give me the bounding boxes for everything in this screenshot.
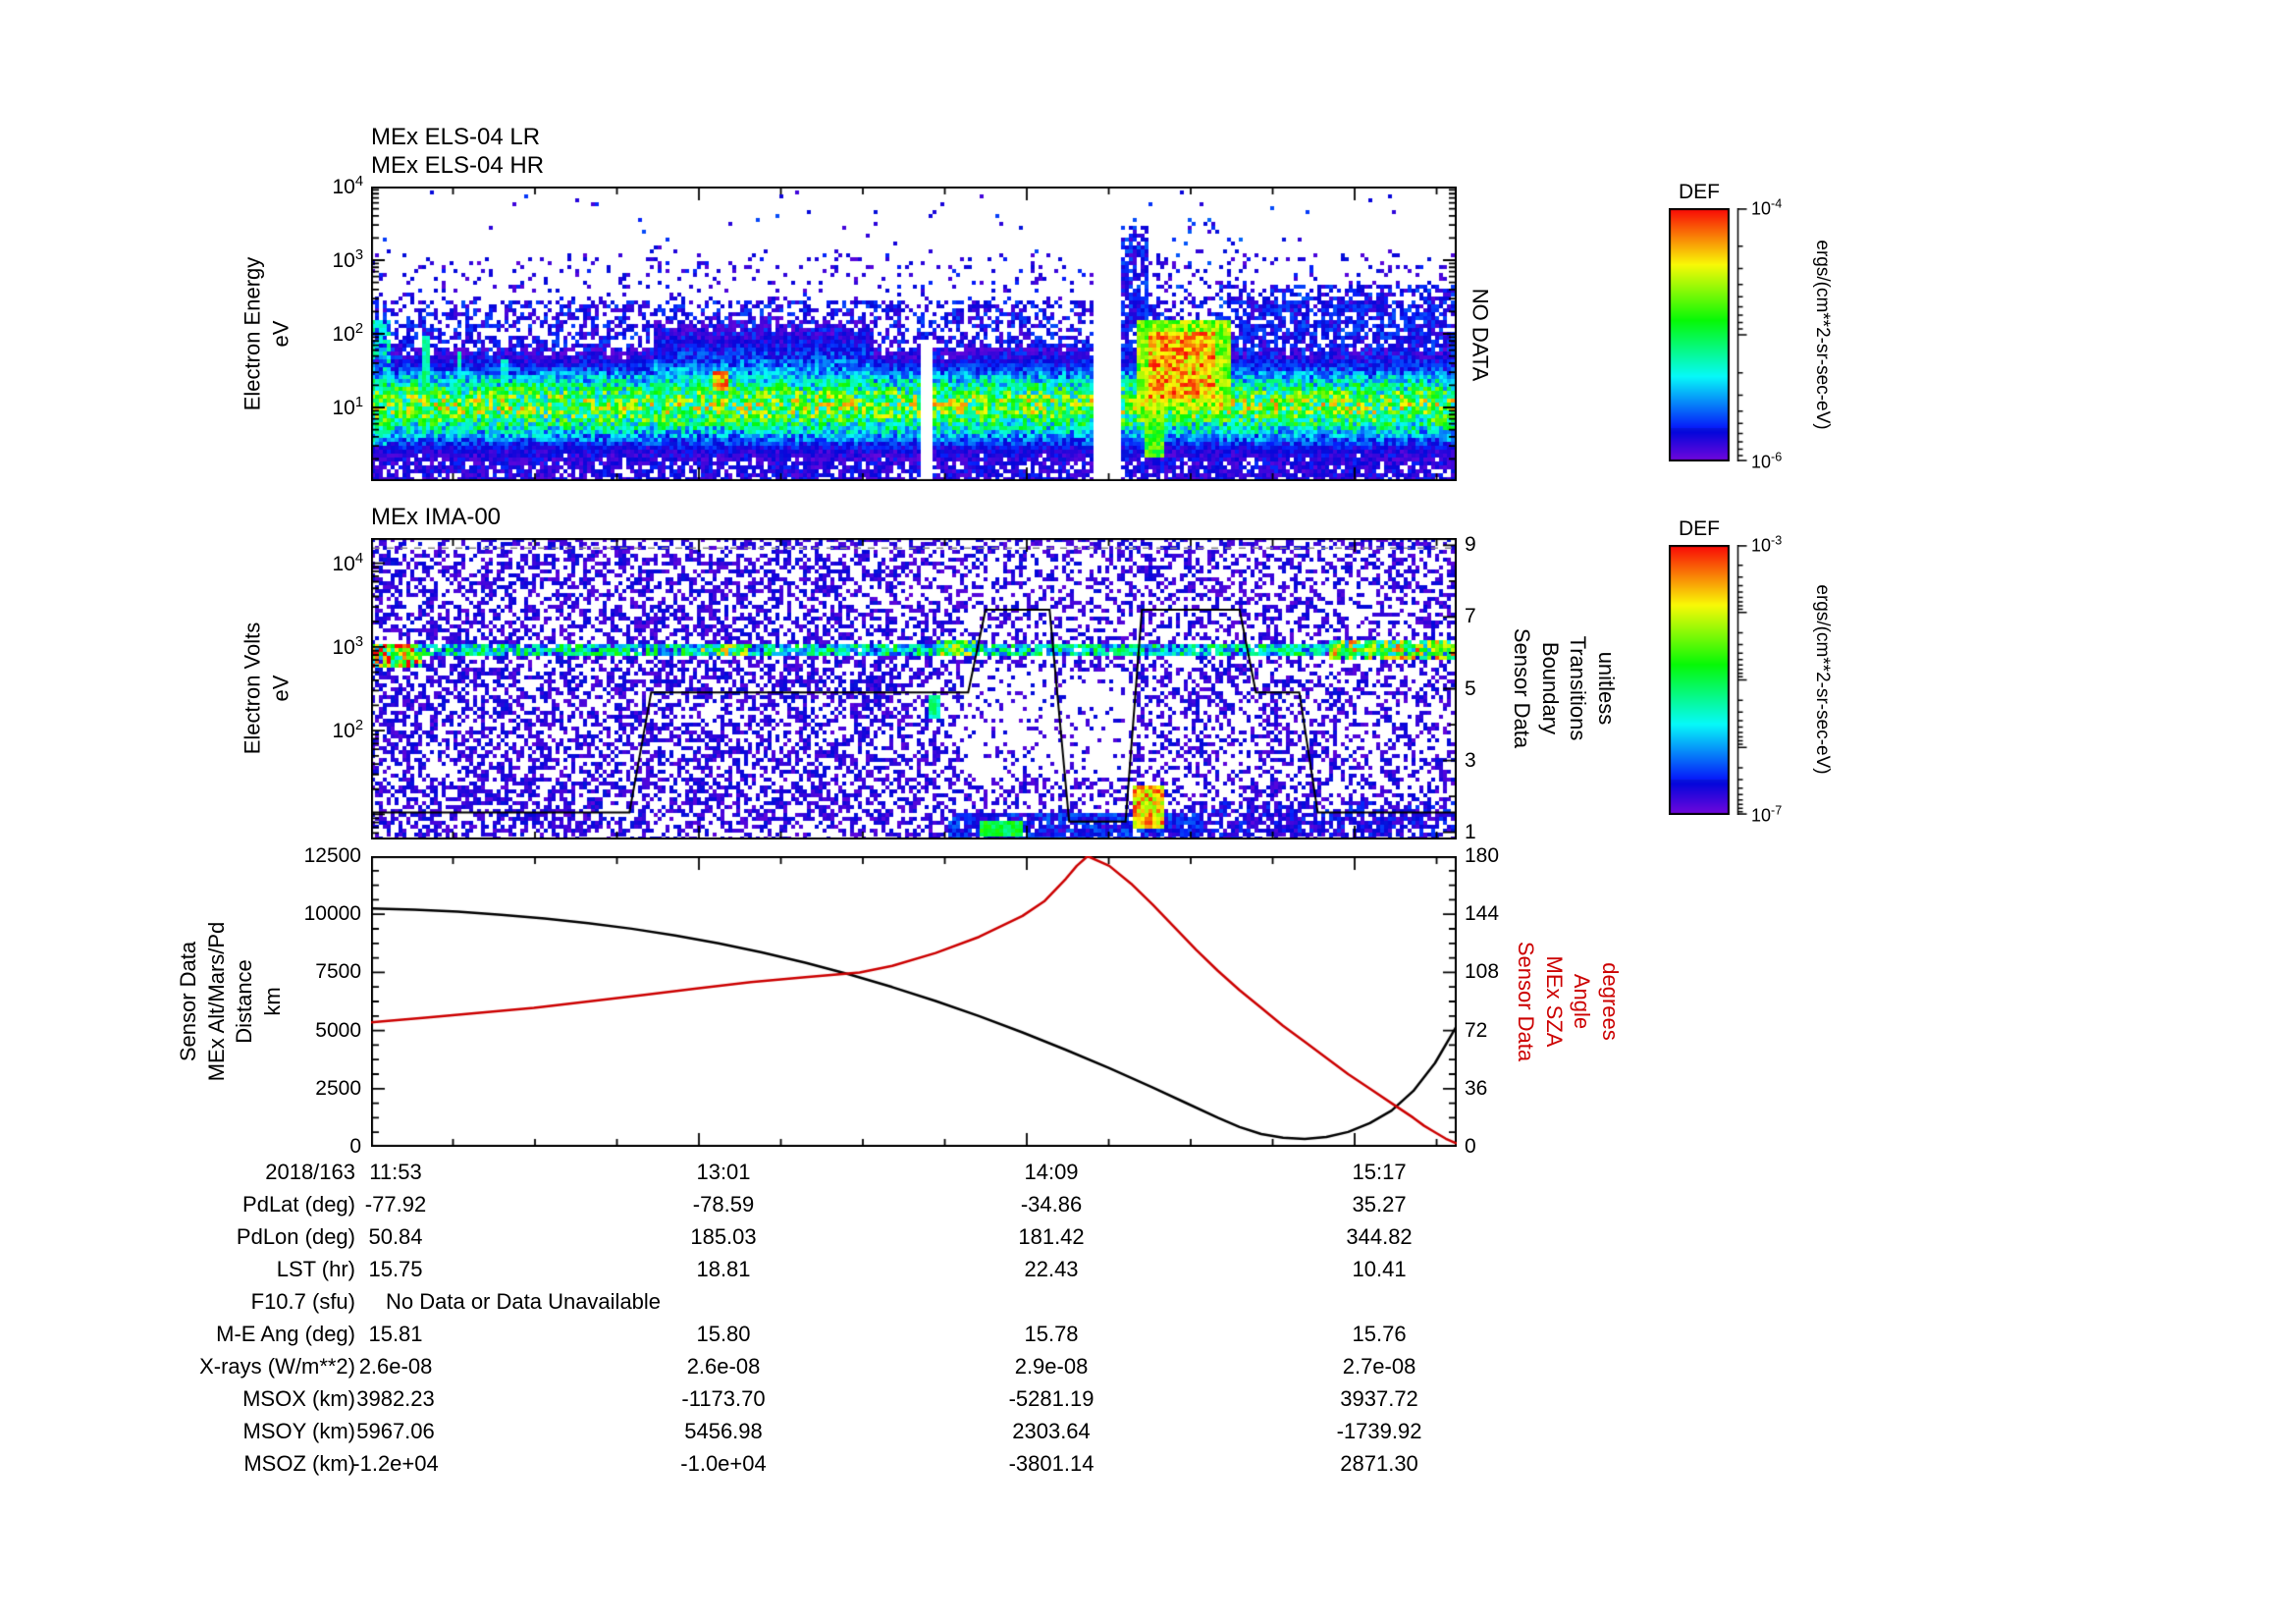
table-value: -1739.92 — [1336, 1419, 1422, 1443]
table-span-value: No Data or Data Unavailable — [386, 1289, 662, 1314]
table-value: -34.86 — [1020, 1192, 1083, 1217]
els-y-tick-label: 104 — [332, 174, 363, 198]
table-value: -77.92 — [364, 1192, 427, 1217]
table-value: 2.7e-08 — [1342, 1354, 1416, 1379]
line-right-tick-label: 180 — [1465, 844, 1500, 867]
table-value: 3937.72 — [1340, 1386, 1418, 1411]
table-value: 5967.06 — [356, 1419, 435, 1443]
table-value: 2.6e-08 — [358, 1354, 433, 1379]
els-y-axis-label: Electron Energy eV — [240, 256, 293, 411]
table-row-label: X-rays (W/m**2) — [199, 1354, 355, 1379]
table-value: 18.81 — [696, 1257, 751, 1281]
table-value: 2.6e-08 — [686, 1354, 761, 1379]
ima-right-tick-label: 5 — [1465, 676, 1476, 700]
colorbar-top-tick-label: 10-3 — [1751, 533, 1783, 556]
ima-y-tick-label: 104 — [332, 550, 363, 575]
line-left-tick-label: 5000 — [315, 1018, 361, 1042]
els-y-tick-label: 101 — [332, 395, 363, 419]
table-value: 15.78 — [1024, 1322, 1079, 1346]
els-spectrogram-canvas — [371, 187, 1457, 481]
els-colorbar-title: DEF — [1679, 181, 1720, 203]
els-colorbar-unit-label: ergs/(cm**2-sr-sec-eV) — [1812, 240, 1833, 430]
table-value: 15.81 — [368, 1322, 423, 1346]
line-right-tick-label: 0 — [1465, 1135, 1476, 1158]
table-value: 181.42 — [1018, 1224, 1085, 1249]
line-right-tick-label: 144 — [1465, 902, 1500, 926]
table-value: -5281.19 — [1008, 1386, 1095, 1411]
table-row-label: F10.7 (sfu) — [250, 1289, 355, 1314]
table-value: -1.0e+04 — [680, 1451, 767, 1476]
ephemeris-line-chart-canvas — [371, 856, 1457, 1147]
table-row-label: M-E Ang (deg) — [216, 1322, 355, 1346]
line-right-tick-label: 36 — [1465, 1076, 1488, 1100]
table-value: 2.9e-08 — [1014, 1354, 1089, 1379]
ima-y-axis-label: Electron Volts eV — [240, 622, 293, 755]
line-left-tick-label: 2500 — [315, 1076, 361, 1100]
ima-colorbar — [1669, 545, 1753, 815]
table-value: 14:09 — [1024, 1160, 1079, 1184]
table-value: 185.03 — [690, 1224, 757, 1249]
els-title-lr: MEx ELS-04 LR — [371, 124, 541, 150]
ima-right-tick-label: 1 — [1465, 820, 1476, 843]
line-left-tick-label: 7500 — [315, 960, 361, 984]
ima-y-tick-label: 102 — [332, 718, 363, 743]
colorbar-bottom-tick-label: 10-7 — [1751, 803, 1783, 826]
table-row-label: MSOZ (km) — [243, 1451, 355, 1476]
table-row-label: MSOY (km) — [242, 1419, 355, 1443]
ima-colorbar-title: DEF — [1679, 517, 1720, 540]
ima-title: MEx IMA-00 — [371, 504, 502, 530]
els-y-tick-label: 103 — [332, 247, 363, 272]
table-value: 15.75 — [368, 1257, 423, 1281]
ima-right-tick-label: 7 — [1465, 605, 1476, 628]
ima-right-tick-label: 3 — [1465, 748, 1476, 772]
table-value: 13:01 — [696, 1160, 751, 1184]
table-value: -1173.70 — [681, 1386, 766, 1411]
table-row-label: PdLat (deg) — [242, 1192, 355, 1217]
els-colorbar — [1669, 208, 1753, 461]
colorbar-bottom-tick-label: 10-6 — [1751, 450, 1783, 472]
line-left-axis-label: Sensor Data MEx Alt/Mars/Pd Distance km — [175, 921, 285, 1082]
table-row-label: LST (hr) — [276, 1257, 355, 1281]
table-row-label: MSOX (km) — [242, 1386, 355, 1411]
table-value: 15:17 — [1352, 1160, 1407, 1184]
table-value: -3801.14 — [1008, 1451, 1095, 1476]
line-right-axis-label: degrees Angle MEx SZA Sensor Data — [1514, 941, 1624, 1062]
table-value: 5456.98 — [684, 1419, 763, 1443]
colorbar-top-tick-label: 10-4 — [1751, 196, 1783, 219]
ima-y-tick-label: 103 — [332, 633, 363, 659]
line-left-tick-label: 12500 — [303, 844, 361, 867]
els-no-data-label: NO DATA — [1468, 288, 1493, 382]
ima-colorbar-unit-label: ergs/(cm**2-sr-sec-eV) — [1812, 584, 1833, 775]
table-value: 15.80 — [696, 1322, 751, 1346]
line-right-tick-label: 72 — [1465, 1018, 1488, 1042]
els-title-hr: MEx ELS-04 HR — [371, 152, 545, 179]
line-left-tick-label: 0 — [349, 1135, 361, 1158]
table-row-label: 2018/163 — [265, 1160, 355, 1184]
ima-right-axis-label: unitless Transitions Boundary Sensor Dat… — [1510, 627, 1620, 749]
table-value: 22.43 — [1024, 1257, 1079, 1281]
ima-right-tick-label: 9 — [1465, 533, 1476, 557]
line-left-tick-label: 10000 — [303, 902, 361, 926]
table-value: 35.27 — [1352, 1192, 1407, 1217]
els-y-tick-label: 102 — [332, 321, 363, 346]
table-value: 50.84 — [368, 1224, 423, 1249]
table-value: 3982.23 — [356, 1386, 435, 1411]
table-value: 2871.30 — [1340, 1451, 1418, 1476]
table-value: 15.76 — [1352, 1322, 1407, 1346]
ima-spectrogram-canvas — [371, 538, 1457, 839]
table-value: 11:53 — [369, 1160, 422, 1184]
table-row-label: PdLon (deg) — [236, 1224, 355, 1249]
table-value: -1.2e+04 — [352, 1451, 439, 1476]
table-value: 2303.64 — [1012, 1419, 1091, 1443]
table-value: 10.41 — [1352, 1257, 1407, 1281]
table-value: 344.82 — [1346, 1224, 1413, 1249]
table-value: -78.59 — [692, 1192, 755, 1217]
line-right-tick-label: 108 — [1465, 960, 1500, 984]
